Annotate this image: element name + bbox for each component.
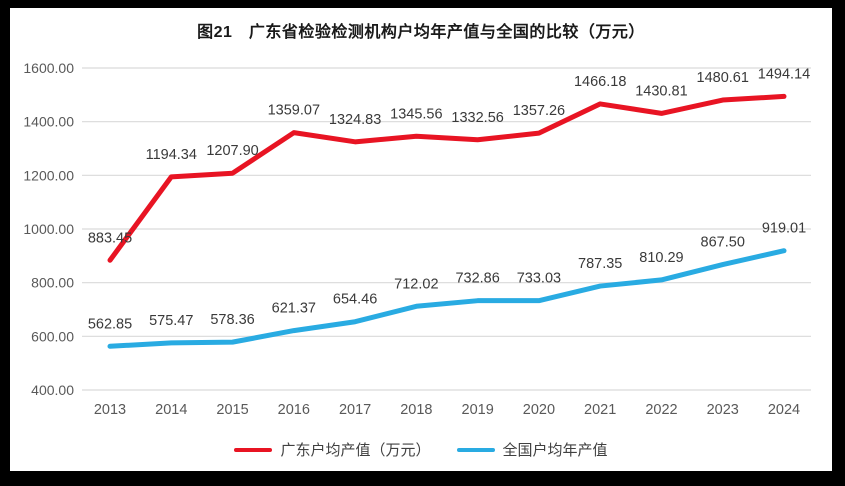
guangdong-data-label: 1207.90 — [206, 143, 258, 159]
x-axis-tick-label: 2018 — [400, 402, 432, 418]
x-axis-tick-label: 2020 — [523, 402, 555, 418]
national-data-label: 621.37 — [272, 301, 316, 317]
guangdong-data-label: 1357.26 — [513, 103, 565, 119]
legend-label-national: 全国户均年产值 — [502, 442, 608, 459]
guangdong-data-label: 1494.14 — [758, 66, 810, 82]
guangdong-series-line — [107, 93, 787, 263]
guangdong-data-label: 1466.18 — [574, 74, 626, 90]
x-axis-tick-label: 2022 — [645, 402, 677, 418]
y-axis-tick-label: 800.00 — [31, 275, 74, 291]
legend-label-guangdong: 广东户均产值（万元） — [280, 442, 431, 459]
national-data-label: 867.50 — [701, 235, 745, 251]
national-series-line — [107, 248, 787, 349]
y-axis-tick-label: 1200.00 — [23, 167, 74, 183]
guangdong-data-label: 1345.56 — [390, 106, 442, 122]
x-axis-tick-label: 2013 — [94, 402, 126, 418]
y-axis-tick-label: 600.00 — [31, 328, 74, 344]
x-axis-tick-label: 2016 — [278, 402, 310, 418]
line-chart: 1600.00 1400.00 1200.00 1000.00 800.00 600.00… — [23, 60, 811, 418]
guangdong-data-label: 1324.83 — [329, 112, 381, 128]
national-data-label: 810.29 — [639, 250, 683, 266]
y-axis-tick-label: 1600.00 — [23, 60, 74, 76]
guangdong-data-label: 1359.07 — [268, 103, 320, 119]
x-axis-tick-label: 2015 — [216, 402, 248, 418]
legend-item-national: 全国户均年产值 — [456, 439, 608, 460]
x-axis-tick-label: 2019 — [462, 402, 494, 418]
national-data-label: 575.47 — [149, 313, 193, 329]
blue-line-swatch — [456, 447, 495, 452]
legend-item-guangdong: 广东户均产值（万元） — [234, 439, 431, 460]
guangdong-data-label: 883.45 — [88, 230, 132, 246]
chart-panel: 1600.00 1400.00 1200.00 1000.00 800.00 600.00… — [10, 8, 832, 471]
national-data-label: 733.03 — [517, 271, 561, 287]
national-data-label: 919.01 — [762, 221, 806, 237]
guangdong-data-label: 1430.81 — [635, 83, 687, 99]
red-line-swatch — [234, 447, 273, 452]
national-data-label: 562.85 — [88, 316, 132, 332]
national-data-label: 712.02 — [394, 276, 438, 292]
national-data-label: 654.46 — [333, 292, 377, 308]
x-axis-tick-label: 2023 — [707, 402, 739, 418]
y-axis-tick-label: 1000.00 — [23, 221, 74, 237]
guangdong-data-label: 1332.56 — [451, 110, 503, 126]
y-axis-tick-label: 1400.00 — [23, 114, 74, 130]
national-data-label: 787.35 — [578, 256, 622, 272]
chart-title: 图21 广东省检验检测机构户均年产值与全国的比较（万元） — [197, 24, 645, 41]
guangdong-data-label: 1480.61 — [697, 70, 749, 86]
y-axis-tick-label: 400.00 — [31, 382, 74, 398]
x-axis-tick-label: 2024 — [768, 402, 800, 418]
x-axis-tick-label: 2014 — [155, 402, 187, 418]
x-axis-tick-label: 2017 — [339, 402, 371, 418]
national-data-label: 578.36 — [210, 312, 254, 328]
guangdong-data-label: 1194.34 — [146, 147, 197, 163]
national-data-label: 732.86 — [455, 271, 499, 287]
chart-legend: 广东户均产值（万元） 全国户均年产值 — [10, 439, 832, 460]
x-axis-tick-label: 2021 — [584, 402, 616, 418]
